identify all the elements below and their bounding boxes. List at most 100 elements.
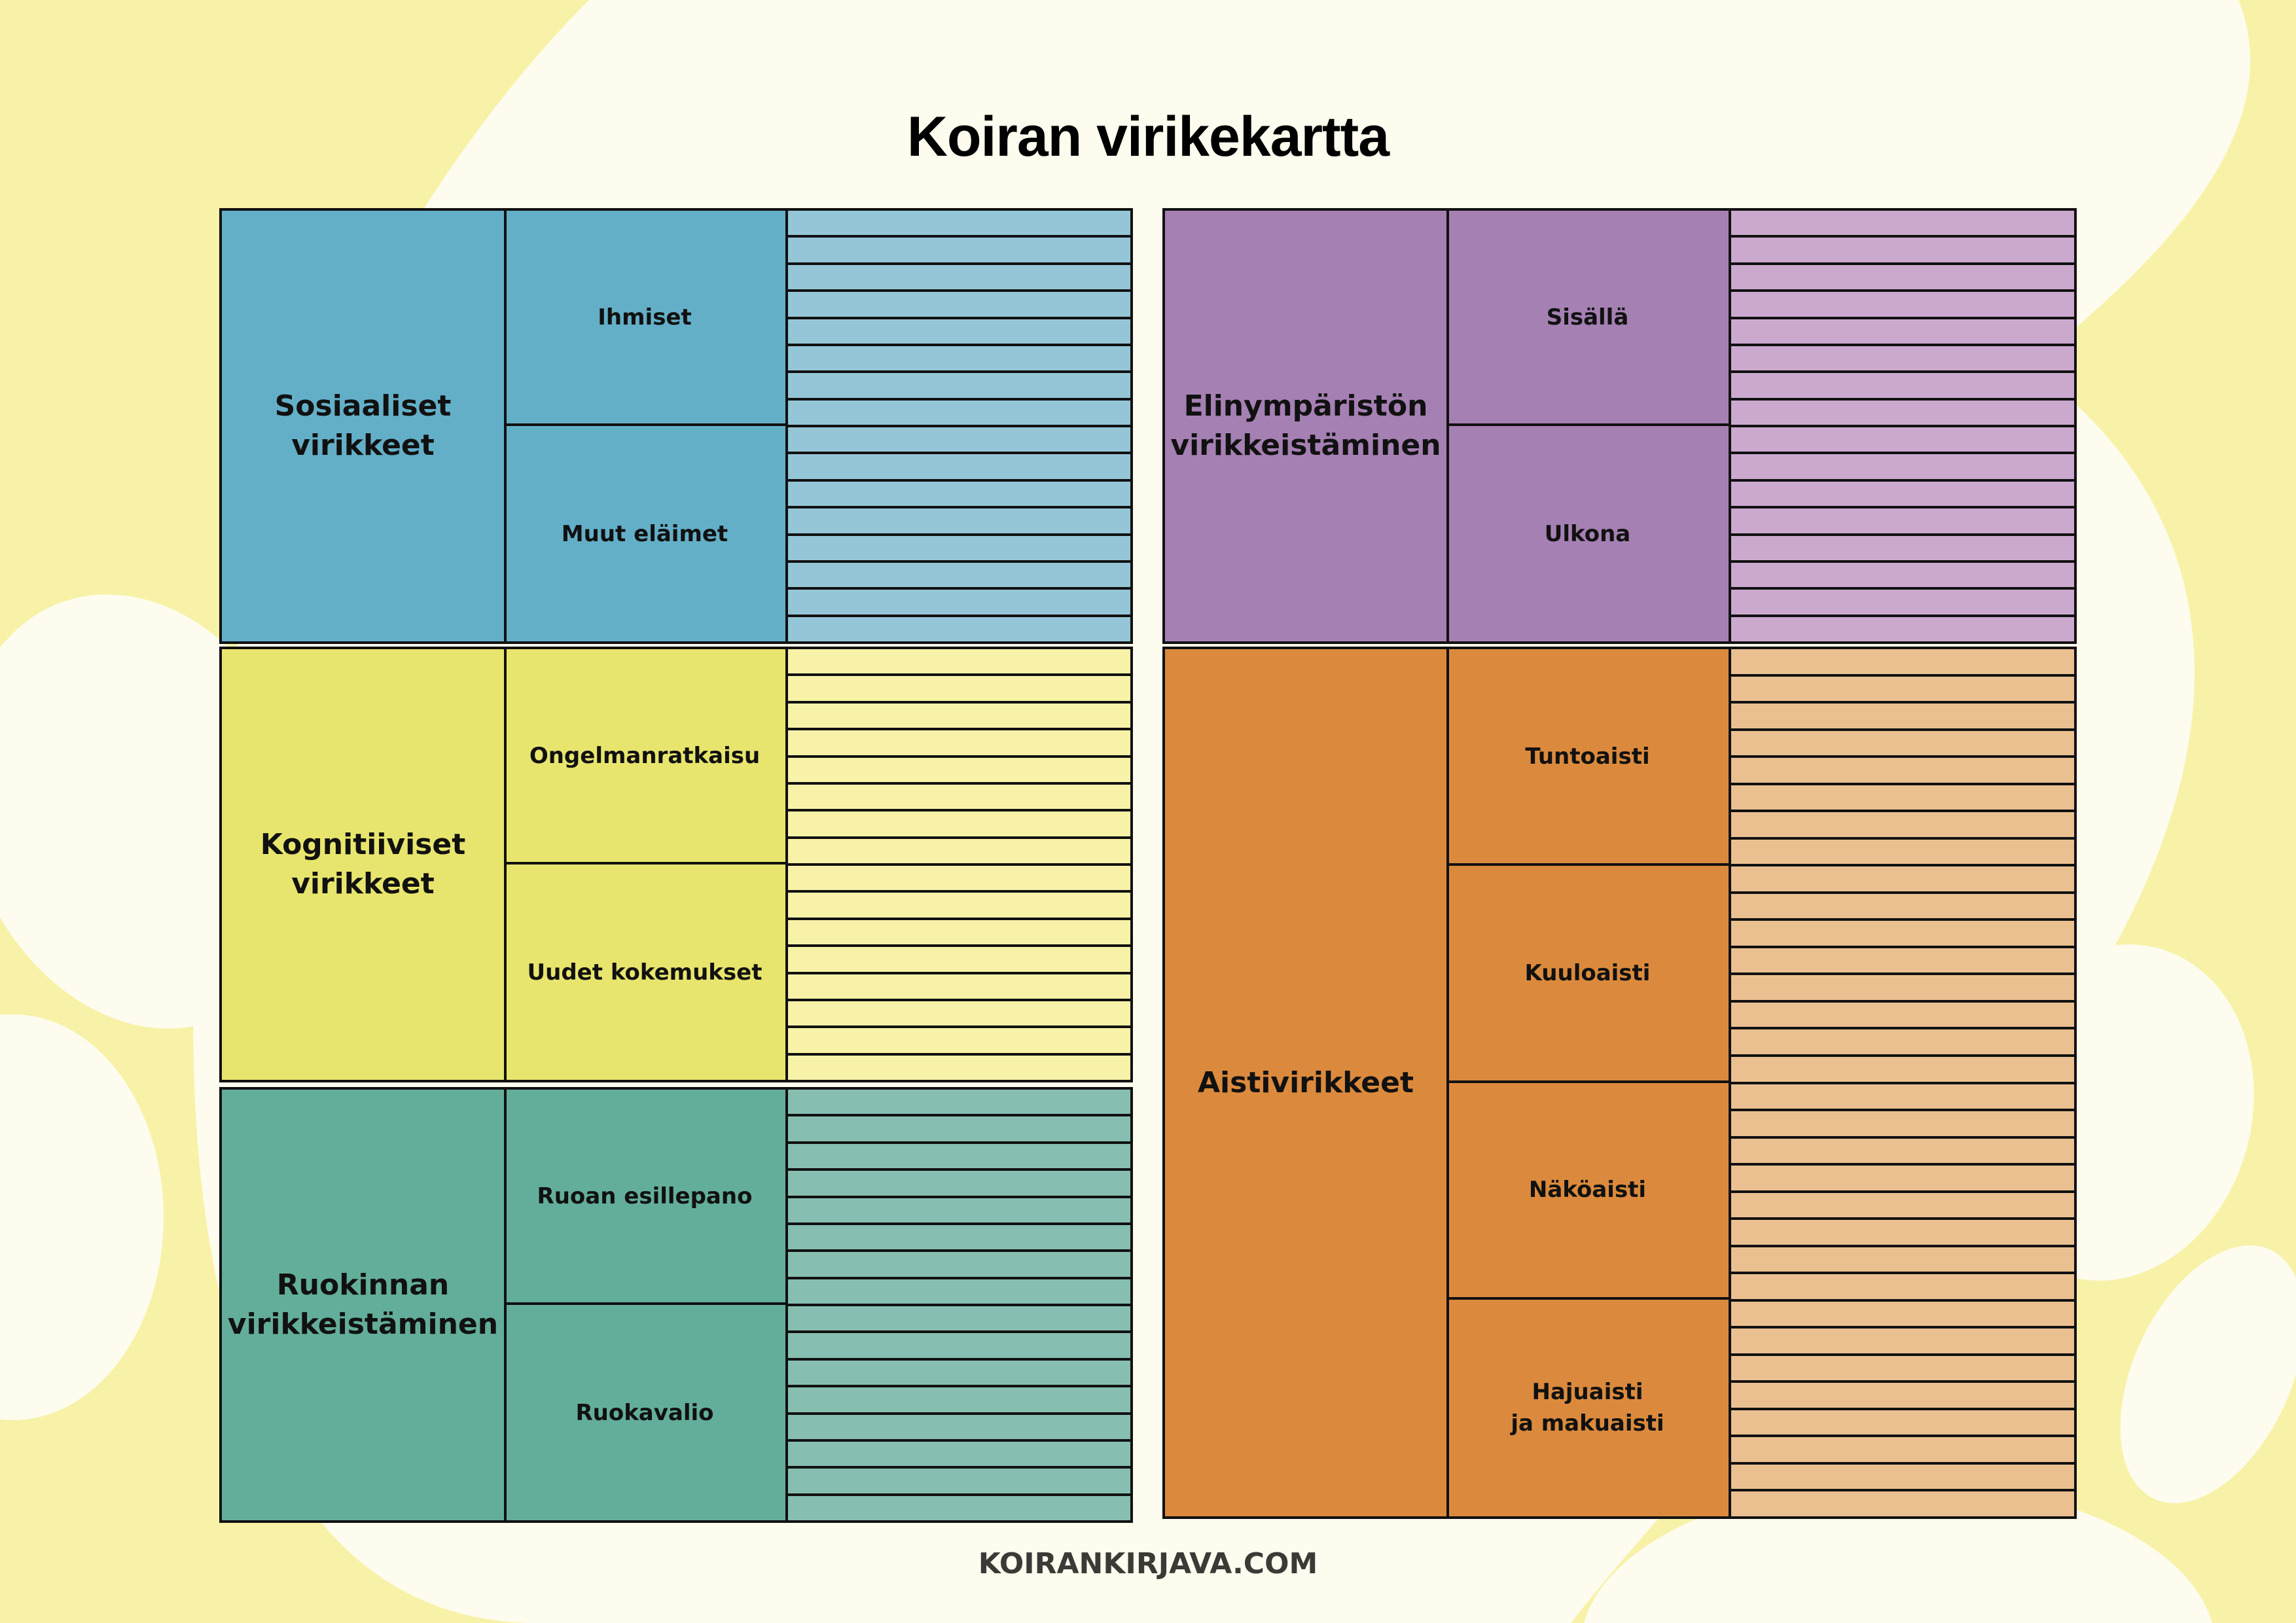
writing-line[interactable] [1731, 508, 2074, 536]
writing-line[interactable] [1731, 1274, 2074, 1302]
writing-line[interactable] [788, 265, 1130, 293]
writing-line[interactable] [1731, 1057, 2074, 1084]
writing-line[interactable] [1731, 563, 2074, 590]
writing-line[interactable] [1731, 894, 2074, 921]
writing-line[interactable] [788, 758, 1130, 785]
writing-line[interactable] [1731, 649, 2074, 677]
writing-line[interactable] [788, 1144, 1130, 1171]
subcategory-label: Ulkona [1446, 426, 1731, 641]
writing-line[interactable] [788, 238, 1130, 265]
writing-line[interactable] [1731, 1356, 2074, 1383]
writing-line[interactable] [1731, 1220, 2074, 1247]
writing-line[interactable] [1731, 211, 2074, 238]
writing-line[interactable] [788, 839, 1130, 866]
writing-line[interactable] [788, 482, 1130, 509]
writing-line[interactable] [1731, 617, 2074, 641]
writing-line[interactable] [1731, 1247, 2074, 1275]
writing-line[interactable] [788, 812, 1130, 839]
writing-line[interactable] [788, 866, 1130, 893]
writing-line[interactable] [1731, 482, 2074, 509]
writing-line[interactable] [1731, 346, 2074, 374]
writing-line[interactable] [788, 1496, 1130, 1520]
writing-line[interactable] [788, 785, 1130, 812]
writing-line[interactable] [788, 1028, 1130, 1056]
writing-line[interactable] [788, 454, 1130, 482]
writing-line[interactable] [1731, 1003, 2074, 1030]
writing-line[interactable] [788, 211, 1130, 238]
writing-line[interactable] [1731, 401, 2074, 427]
writing-line[interactable] [788, 1116, 1130, 1144]
writing-line[interactable] [1731, 373, 2074, 401]
writing-line[interactable] [788, 676, 1130, 704]
writing-line[interactable] [1731, 1383, 2074, 1410]
writing-line[interactable] [1731, 1491, 2074, 1516]
writing-line[interactable] [788, 974, 1130, 1001]
writing-line[interactable] [788, 536, 1130, 563]
writing-line[interactable] [1731, 319, 2074, 346]
writing-line[interactable] [788, 508, 1130, 536]
writing-line[interactable] [788, 1469, 1130, 1496]
writing-line[interactable] [788, 590, 1130, 617]
writing-line[interactable] [788, 427, 1130, 455]
writing-line[interactable] [788, 1306, 1130, 1334]
writing-line[interactable] [788, 1001, 1130, 1029]
writing-line[interactable] [1731, 731, 2074, 758]
writing-line[interactable] [788, 1415, 1130, 1442]
writing-line[interactable] [1731, 785, 2074, 813]
writing-line[interactable] [1731, 1193, 2074, 1221]
writing-line[interactable] [1731, 975, 2074, 1003]
writing-line[interactable] [1731, 427, 2074, 455]
writing-line[interactable] [1731, 1302, 2074, 1329]
writing-line[interactable] [1731, 1410, 2074, 1438]
subcategory-label: Näköaisti [1446, 1082, 1731, 1300]
writing-line[interactable] [1731, 840, 2074, 867]
writing-line[interactable] [788, 1171, 1130, 1198]
writing-line[interactable] [788, 1198, 1130, 1225]
writing-line[interactable] [788, 1090, 1130, 1117]
writing-line[interactable] [788, 401, 1130, 427]
writing-line[interactable] [788, 704, 1130, 731]
writing-line[interactable] [788, 563, 1130, 590]
writing-line[interactable] [788, 617, 1130, 641]
writing-line[interactable] [788, 346, 1130, 374]
writing-line[interactable] [788, 373, 1130, 401]
writing-line[interactable] [1731, 1029, 2074, 1057]
writing-line[interactable] [1731, 590, 2074, 617]
writing-line[interactable] [1731, 677, 2074, 704]
writing-line[interactable] [1731, 921, 2074, 948]
writing-line[interactable] [788, 649, 1130, 677]
writing-line[interactable] [1731, 1084, 2074, 1112]
writing-lines [788, 211, 1130, 641]
writing-line[interactable] [788, 920, 1130, 948]
writing-line[interactable] [788, 1333, 1130, 1361]
writing-line[interactable] [788, 1442, 1130, 1469]
writing-line[interactable] [788, 730, 1130, 758]
writing-line[interactable] [788, 1361, 1130, 1388]
writing-line[interactable] [788, 893, 1130, 920]
subcategory-label: Kuuloaisti [1446, 866, 1731, 1083]
writing-line[interactable] [1731, 1139, 2074, 1166]
writing-line[interactable] [1731, 1437, 2074, 1465]
writing-line[interactable] [1731, 265, 2074, 293]
writing-line[interactable] [1731, 704, 2074, 731]
writing-line[interactable] [1731, 1111, 2074, 1139]
writing-line[interactable] [1731, 292, 2074, 319]
writing-line[interactable] [788, 1225, 1130, 1253]
writing-line[interactable] [788, 1387, 1130, 1415]
writing-line[interactable] [788, 947, 1130, 974]
writing-line[interactable] [1731, 238, 2074, 265]
writing-line[interactable] [788, 1279, 1130, 1306]
writing-line[interactable] [1731, 866, 2074, 894]
writing-line[interactable] [1731, 1166, 2074, 1193]
writing-line[interactable] [1731, 758, 2074, 785]
writing-line[interactable] [1731, 1329, 2074, 1356]
writing-line[interactable] [788, 1252, 1130, 1279]
writing-line[interactable] [788, 319, 1130, 346]
writing-line[interactable] [1731, 536, 2074, 563]
writing-line[interactable] [1731, 948, 2074, 976]
writing-line[interactable] [1731, 812, 2074, 840]
writing-line[interactable] [788, 292, 1130, 319]
writing-line[interactable] [1731, 1465, 2074, 1492]
writing-line[interactable] [1731, 454, 2074, 482]
writing-line[interactable] [788, 1056, 1130, 1080]
